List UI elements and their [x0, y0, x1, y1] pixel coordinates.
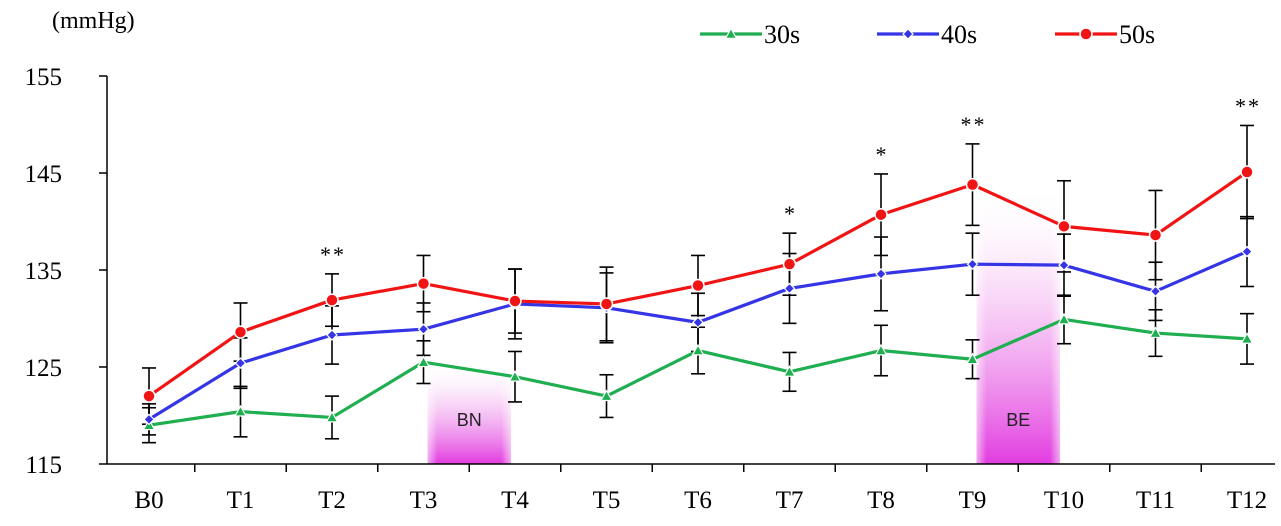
band-label: BN [457, 410, 482, 430]
x-tick-label: T8 [867, 487, 895, 514]
data-point [782, 365, 797, 377]
significance-marker: * [876, 142, 889, 167]
data-point [416, 276, 431, 291]
data-point [508, 294, 522, 308]
series-points-30s [142, 312, 1254, 431]
data-point [234, 357, 247, 369]
data-point [874, 343, 888, 356]
data-point [783, 282, 796, 295]
data-point [508, 369, 522, 382]
data-point [233, 404, 248, 417]
series-points-50s [142, 165, 1254, 403]
band-label: BE [1006, 410, 1030, 430]
legend-label: 30s [764, 20, 800, 49]
x-tick-label: T1 [227, 487, 255, 514]
data-point [325, 410, 339, 423]
data-point [599, 297, 614, 311]
data-point [692, 316, 704, 329]
data-point [966, 258, 979, 271]
legend-label: 50s [1119, 20, 1155, 49]
x-tick-label: T2 [318, 487, 346, 514]
data-point [1057, 219, 1071, 234]
y-tick-label: 115 [25, 452, 62, 479]
y-tick-label: 135 [25, 258, 63, 285]
y-tick-label: 145 [25, 161, 63, 188]
significance-marker: ** [320, 242, 346, 267]
error-bars-50s [142, 124, 1254, 426]
band-edge-shade [976, 184, 1060, 464]
x-tick-label: T10 [1044, 487, 1084, 514]
legend-swatch-marker [724, 27, 738, 40]
data-point [691, 278, 705, 293]
data-point [599, 389, 614, 402]
x-tick-label: T3 [410, 487, 438, 514]
legend-item-50s: 50s [1055, 20, 1155, 49]
legend-swatch-marker [902, 28, 914, 40]
data-point [143, 413, 155, 426]
data-point [1241, 245, 1253, 258]
y-tick-label: 125 [25, 355, 63, 382]
series-points-40s [143, 245, 1253, 426]
x-tick-label: T9 [959, 487, 987, 514]
significance-marker: ** [961, 112, 987, 137]
data-point [874, 207, 888, 222]
data-point [965, 177, 980, 192]
data-point [325, 293, 339, 307]
data-point [1148, 228, 1163, 242]
x-tick-label: T12 [1227, 487, 1267, 514]
data-point [965, 352, 980, 365]
y-tick-label: 155 [25, 64, 63, 91]
data-point [326, 329, 338, 341]
significance-marker: ** [1235, 93, 1261, 118]
x-tick-label: T11 [1136, 487, 1175, 514]
data-point [1240, 332, 1254, 344]
legend-label: 40s [941, 20, 977, 49]
x-tick-label: B0 [134, 487, 163, 514]
bands-group: BN BE [427, 184, 1060, 464]
data-point [1058, 259, 1070, 271]
data-point [691, 343, 705, 356]
x-tick-label: T5 [593, 487, 621, 514]
data-point [416, 355, 431, 368]
data-point [1149, 285, 1162, 298]
data-point [1057, 312, 1071, 325]
data-point [142, 389, 156, 403]
data-point [875, 268, 887, 280]
legend-item-30s: 30s [700, 20, 800, 49]
band-edge-shade [427, 362, 511, 464]
data-point [1148, 326, 1163, 339]
legend-item-40s: 40s [877, 20, 977, 49]
data-point [1240, 165, 1254, 179]
data-point [782, 257, 797, 271]
data-point [417, 323, 430, 336]
x-tick-label: T4 [501, 487, 529, 514]
y-unit-label: (mmHg) [52, 8, 135, 34]
legend-swatch-marker [1079, 27, 1093, 41]
significance-marker: * [784, 201, 797, 226]
x-tick-label: T7 [776, 487, 804, 514]
x-tick-label: T6 [684, 487, 712, 514]
data-point [233, 325, 248, 339]
